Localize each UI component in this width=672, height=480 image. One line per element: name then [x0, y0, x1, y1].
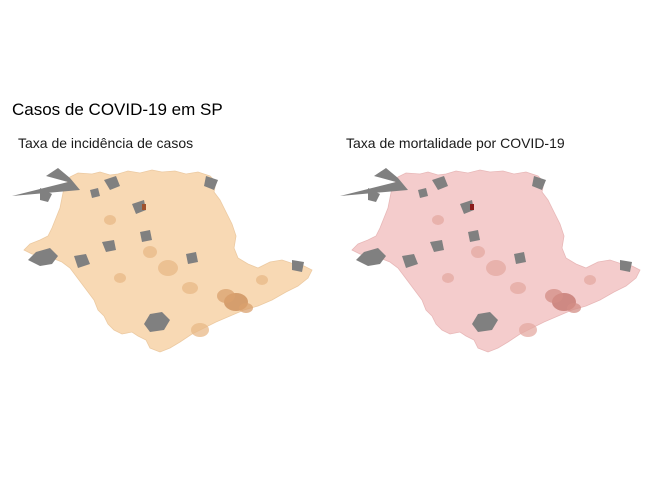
missing-municipality	[74, 254, 90, 268]
missing-municipality	[356, 248, 386, 266]
municipality-hotspot	[104, 215, 116, 225]
missing-municipality	[432, 176, 448, 190]
municipality-hotspot	[584, 275, 596, 285]
missing-data-layer	[340, 168, 632, 332]
missing-municipality	[28, 248, 58, 266]
missing-municipality	[532, 176, 546, 190]
missing-municipality	[514, 252, 526, 264]
municipality-hotspot	[217, 289, 235, 303]
municipality-hotspot	[510, 282, 526, 294]
figure-title: Casos de COVID-19 em SP	[12, 100, 223, 119]
panel-title-incidence: Taxa de incidência de casos	[18, 135, 194, 151]
missing-municipality	[418, 188, 428, 198]
missing-municipality	[186, 252, 198, 264]
municipality-hotspot	[182, 282, 198, 294]
missing-municipality	[90, 188, 100, 198]
missing-municipality	[430, 240, 444, 252]
peak-municipality	[470, 204, 474, 210]
municipality-hotspot	[239, 303, 253, 313]
municipality-hotspot	[519, 323, 537, 337]
map-sao-paulo-incidence	[12, 168, 313, 353]
missing-municipality	[12, 168, 80, 196]
municipality-hotspot	[191, 323, 209, 337]
hotspot-layer	[432, 215, 596, 337]
municipality-hotspot	[158, 260, 178, 276]
peak-municipality	[142, 204, 146, 210]
municipality-hotspot	[486, 260, 506, 276]
hotspot-layer	[104, 215, 268, 337]
missing-municipality	[620, 260, 632, 272]
municipality-hotspot	[432, 215, 444, 225]
missing-municipality	[132, 200, 146, 214]
missing-municipality	[40, 188, 52, 202]
municipality-hotspot	[114, 273, 126, 283]
municipality-hotspot	[567, 303, 581, 313]
missing-municipality	[102, 240, 116, 252]
missing-municipality	[204, 176, 218, 190]
missing-data-layer	[12, 168, 304, 332]
municipality-hotspot	[545, 289, 563, 303]
missing-municipality	[104, 176, 120, 190]
missing-municipality	[368, 188, 380, 202]
missing-municipality	[468, 230, 480, 242]
missing-municipality	[140, 230, 152, 242]
municipality-hotspot	[256, 275, 268, 285]
panel-title-mortality: Taxa de mortalidade por COVID-19	[346, 135, 565, 151]
missing-municipality	[144, 312, 170, 332]
missing-municipality	[460, 200, 474, 214]
missing-municipality	[402, 254, 418, 268]
missing-municipality	[292, 260, 304, 272]
municipality-hotspot	[471, 246, 485, 258]
municipality-hotspot	[442, 273, 454, 283]
map-sao-paulo-mortality	[340, 168, 641, 353]
missing-municipality	[472, 312, 498, 332]
missing-municipality	[340, 168, 408, 196]
municipality-hotspot	[143, 246, 157, 258]
